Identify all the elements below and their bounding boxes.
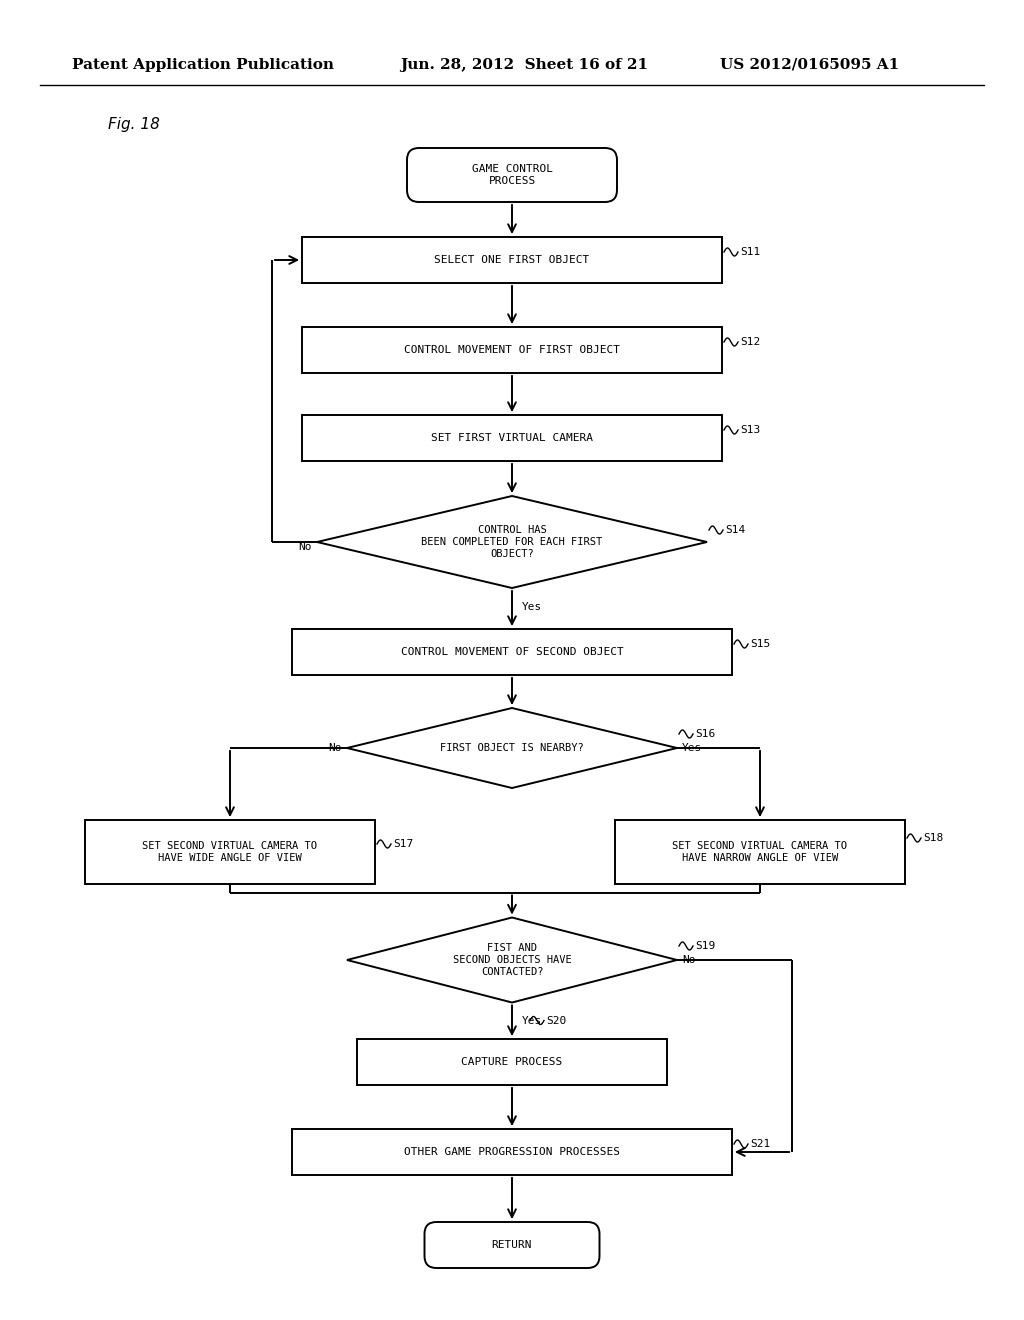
Bar xyxy=(302,238,722,282)
Text: Yes: Yes xyxy=(522,1016,543,1027)
Text: S15: S15 xyxy=(750,639,770,649)
Text: Jun. 28, 2012  Sheet 16 of 21: Jun. 28, 2012 Sheet 16 of 21 xyxy=(400,58,648,73)
Text: S17: S17 xyxy=(393,840,414,849)
Text: SELECT ONE FIRST OBJECT: SELECT ONE FIRST OBJECT xyxy=(434,255,590,265)
Text: Yes: Yes xyxy=(682,743,702,752)
Text: CONTROL HAS
BEEN COMPLETED FOR EACH FIRST
OBJECT?: CONTROL HAS BEEN COMPLETED FOR EACH FIRS… xyxy=(421,524,603,560)
Text: S20: S20 xyxy=(546,1015,566,1026)
Text: US 2012/0165095 A1: US 2012/0165095 A1 xyxy=(720,58,899,73)
Bar xyxy=(292,630,732,675)
Text: Patent Application Publication: Patent Application Publication xyxy=(72,58,334,73)
Text: S19: S19 xyxy=(695,941,715,950)
FancyBboxPatch shape xyxy=(425,1222,599,1269)
Text: OTHER GAME PROGRESSION PROCESSES: OTHER GAME PROGRESSION PROCESSES xyxy=(404,1147,620,1158)
Text: FIRST OBJECT IS NEARBY?: FIRST OBJECT IS NEARBY? xyxy=(440,743,584,752)
FancyBboxPatch shape xyxy=(407,148,617,202)
Text: No: No xyxy=(329,743,342,752)
Text: No: No xyxy=(682,954,695,965)
Text: S21: S21 xyxy=(750,1139,770,1148)
Text: FIST AND
SECOND OBJECTS HAVE
CONTACTED?: FIST AND SECOND OBJECTS HAVE CONTACTED? xyxy=(453,942,571,977)
Text: SET SECOND VIRTUAL CAMERA TO
HAVE NARROW ANGLE OF VIEW: SET SECOND VIRTUAL CAMERA TO HAVE NARROW… xyxy=(673,841,848,863)
Text: Yes: Yes xyxy=(522,602,543,612)
Text: CAPTURE PROCESS: CAPTURE PROCESS xyxy=(462,1057,562,1067)
Text: RETURN: RETURN xyxy=(492,1239,532,1250)
Text: S13: S13 xyxy=(740,425,760,436)
Bar xyxy=(302,327,722,374)
Text: Fig. 18: Fig. 18 xyxy=(108,117,160,132)
Text: CONTROL MOVEMENT OF FIRST OBJECT: CONTROL MOVEMENT OF FIRST OBJECT xyxy=(404,345,620,355)
Bar xyxy=(357,1039,667,1085)
Text: S14: S14 xyxy=(725,525,745,535)
Bar xyxy=(615,820,905,884)
Text: GAME CONTROL
PROCESS: GAME CONTROL PROCESS xyxy=(471,164,553,186)
Bar xyxy=(292,1129,732,1175)
Polygon shape xyxy=(347,708,677,788)
Bar xyxy=(85,820,375,884)
Text: S12: S12 xyxy=(740,337,760,347)
Text: SET SECOND VIRTUAL CAMERA TO
HAVE WIDE ANGLE OF VIEW: SET SECOND VIRTUAL CAMERA TO HAVE WIDE A… xyxy=(142,841,317,863)
Text: No: No xyxy=(299,543,312,552)
Bar xyxy=(302,414,722,461)
Text: S18: S18 xyxy=(923,833,943,843)
Text: SET FIRST VIRTUAL CAMERA: SET FIRST VIRTUAL CAMERA xyxy=(431,433,593,444)
Polygon shape xyxy=(317,496,707,587)
Text: S16: S16 xyxy=(695,729,715,739)
Text: CONTROL MOVEMENT OF SECOND OBJECT: CONTROL MOVEMENT OF SECOND OBJECT xyxy=(400,647,624,657)
Text: S11: S11 xyxy=(740,247,760,257)
Polygon shape xyxy=(347,917,677,1002)
